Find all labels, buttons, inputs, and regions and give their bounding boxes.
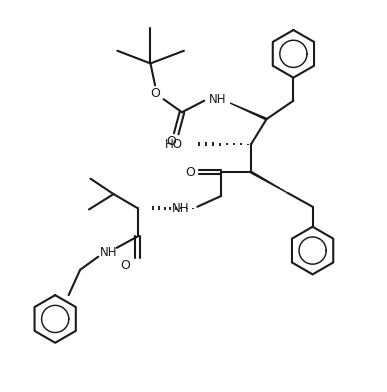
Text: NH: NH [171, 202, 189, 215]
Text: O: O [150, 87, 160, 100]
Text: O: O [185, 166, 195, 179]
Polygon shape [251, 172, 288, 193]
Text: O: O [166, 135, 176, 148]
Text: NH: NH [209, 93, 226, 106]
Polygon shape [230, 103, 267, 120]
Text: HO: HO [165, 138, 183, 151]
Text: NH: NH [99, 246, 117, 260]
Text: O: O [120, 260, 130, 272]
